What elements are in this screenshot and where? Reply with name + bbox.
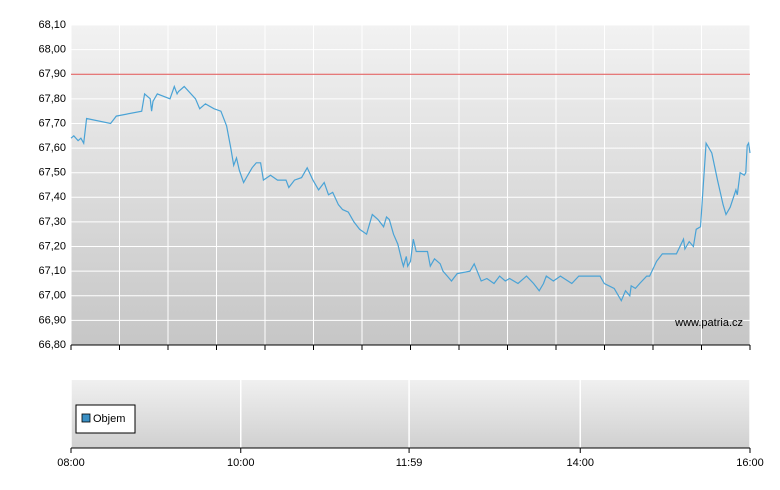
x-tick-label: 16:00 bbox=[736, 457, 764, 469]
y-tick-label: 67,60 bbox=[38, 142, 66, 154]
x-tick-label: 14:00 bbox=[566, 457, 594, 469]
y-tick-label: 66,90 bbox=[38, 314, 66, 326]
y-tick-label: 67,70 bbox=[38, 117, 66, 129]
y-tick-label: 67,30 bbox=[38, 216, 66, 228]
y-tick-label: 67,50 bbox=[38, 167, 66, 179]
y-tick-label: 67,90 bbox=[38, 68, 66, 80]
y-tick-label: 67,20 bbox=[38, 240, 66, 252]
volume-panel bbox=[71, 380, 750, 448]
y-tick-label: 67,10 bbox=[38, 265, 66, 277]
watermark: www.patria.cz bbox=[674, 317, 743, 329]
x-tick-label: 10:00 bbox=[227, 457, 255, 469]
y-tick-label: 66,80 bbox=[38, 339, 66, 351]
y-tick-label: 68,10 bbox=[38, 19, 66, 31]
y-tick-label: 67,40 bbox=[38, 191, 66, 203]
legend-swatch bbox=[81, 413, 91, 423]
y-tick-label: 68,00 bbox=[38, 44, 66, 56]
x-tick-label: 08:00 bbox=[57, 457, 85, 469]
x-tick-label: 11:59 bbox=[396, 457, 423, 469]
price-line bbox=[70, 84, 751, 303]
y-tick-label: 67,00 bbox=[38, 290, 66, 302]
y-tick-label: 67,80 bbox=[38, 93, 66, 105]
legend-label: Objem bbox=[93, 413, 125, 425]
